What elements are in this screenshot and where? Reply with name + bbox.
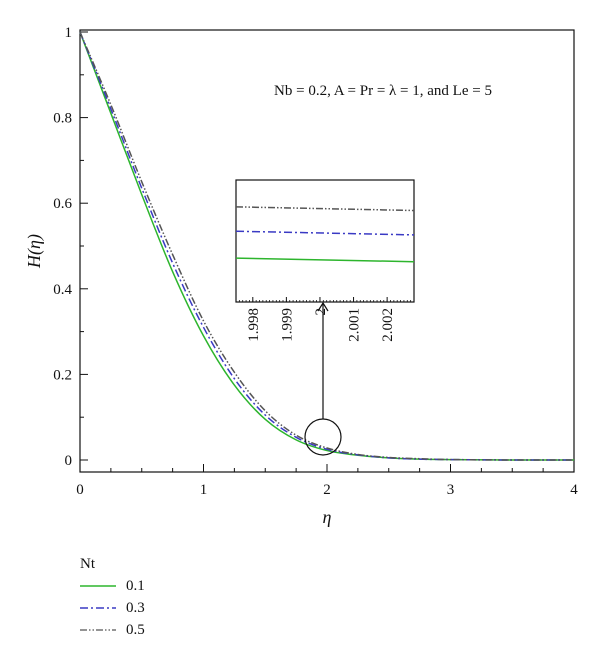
inset-series-line-0.3 bbox=[235, 230, 415, 236]
legend-title: Nt bbox=[80, 556, 95, 572]
y-tick-label: 0.4 bbox=[53, 282, 72, 298]
inset-plot: 1.998 1.999 2 2.001 2.002 bbox=[235, 179, 415, 342]
inset-x-tick-label: 2 bbox=[313, 308, 329, 316]
legend-item-0.1: 0.1 bbox=[80, 575, 145, 597]
inset-x-tick-label: 2.001 bbox=[347, 308, 363, 342]
x-tick-label: 3 bbox=[447, 482, 455, 498]
legend-item-0.5: 0.5 bbox=[80, 619, 145, 641]
legend-label: 0.5 bbox=[126, 621, 145, 638]
y-tick-label: 0.6 bbox=[53, 196, 72, 212]
legend-swatch-0.1 bbox=[80, 585, 116, 587]
legend: Nt 0.1 0.3 0.5 bbox=[80, 553, 145, 641]
y-axis-label: H(η) bbox=[24, 234, 45, 269]
y-tick-label: 0.2 bbox=[53, 367, 72, 383]
legend-swatch-0.5 bbox=[80, 629, 116, 631]
x-tick-label: 2 bbox=[323, 482, 331, 498]
chart: 0 1 2 3 4 0 0.2 0.4 0.6 0.8 1 Nb = 0.2, A = Pr = λ… bbox=[24, 25, 578, 527]
legend-label: 0.1 bbox=[126, 577, 145, 594]
inset-frame bbox=[235, 179, 415, 303]
inset-series-line-0.5 bbox=[235, 206, 415, 212]
y-tick-label: 1 bbox=[65, 25, 73, 41]
series-line-0.5 bbox=[79, 31, 575, 461]
legend-label: 0.3 bbox=[126, 599, 145, 616]
x-axis-label: η bbox=[323, 507, 332, 527]
inset-x-tick-label: 2.002 bbox=[380, 308, 396, 342]
y-tick-label: 0 bbox=[65, 453, 73, 469]
x-tick-label: 0 bbox=[76, 482, 84, 498]
zoom-arrow-head bbox=[317, 301, 329, 312]
x-tick-label: 4 bbox=[570, 482, 578, 498]
inset-x-tick-label: 1.998 bbox=[246, 308, 262, 342]
y-tick-label: 0.8 bbox=[53, 111, 72, 127]
x-tick-label: 1 bbox=[200, 482, 208, 498]
inset-x-tick-label: 1.999 bbox=[279, 308, 295, 342]
legend-item-0.3: 0.3 bbox=[80, 597, 145, 619]
legend-swatch-0.3 bbox=[80, 607, 116, 609]
inset-series-line-0.1 bbox=[235, 257, 415, 263]
annotation-text: Nb = 0.2, A = Pr = λ = 1, and Le = 5 bbox=[274, 83, 492, 99]
